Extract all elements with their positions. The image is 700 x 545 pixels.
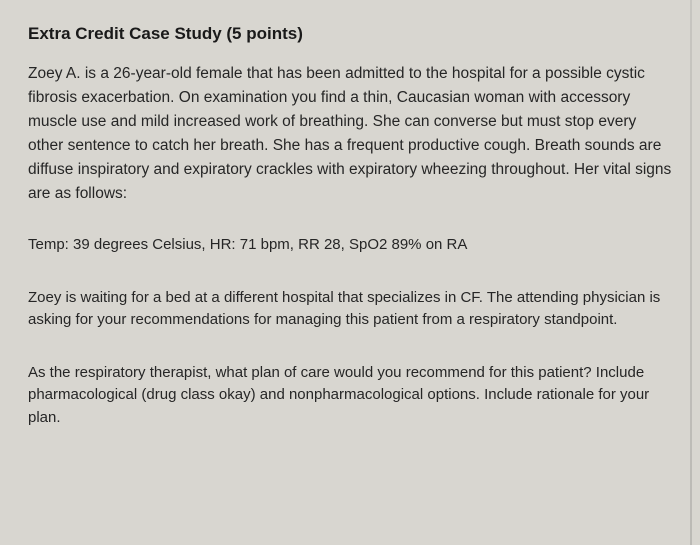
question-paragraph: As the respiratory therapist, what plan … — [28, 362, 672, 430]
context-paragraph: Zoey is waiting for a bed at a different… — [28, 287, 672, 332]
case-study-title: Extra Credit Case Study (5 points) — [28, 24, 672, 44]
vital-signs-line: Temp: 39 degrees Celsius, HR: 71 bpm, RR… — [28, 234, 672, 257]
case-description-paragraph: Zoey A. is a 26-year-old female that has… — [28, 62, 672, 206]
